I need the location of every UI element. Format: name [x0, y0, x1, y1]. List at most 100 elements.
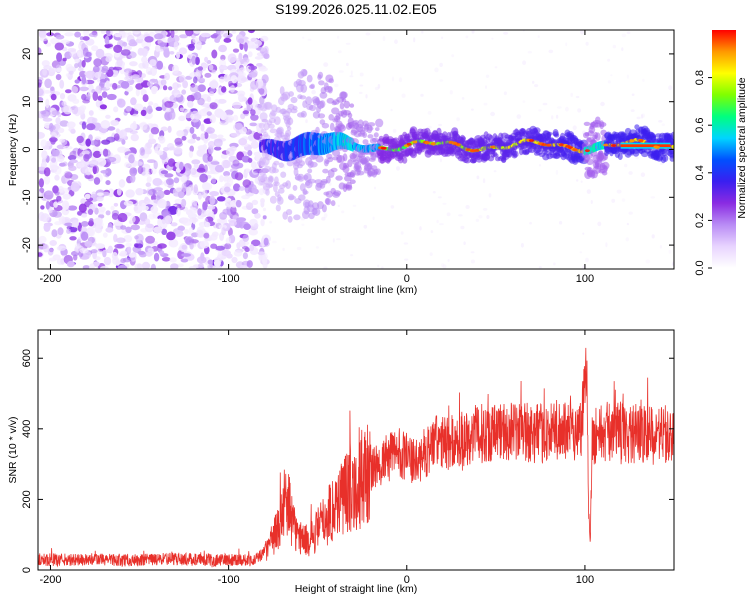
heatmap-cell-2092 [349, 103, 355, 108]
heatmap-cell-1381 [155, 44, 161, 52]
heatmap-cell-1606 [611, 198, 616, 203]
heatmap-cell-1041 [105, 227, 114, 233]
heatmap-cell-1641 [538, 164, 542, 167]
heatmap-cell-1128 [69, 49, 77, 58]
heatmap-cell-1366 [214, 146, 222, 151]
heatmap-cell-1384 [193, 91, 202, 101]
heatmap-cell-1332 [260, 35, 269, 42]
heatmap-cell-1986 [322, 168, 329, 174]
heatmap-cell-1691 [475, 218, 480, 222]
heatmap-cell-1902 [302, 69, 308, 77]
heatmap-cell-901 [105, 168, 112, 177]
heatmap-cell-1252 [166, 178, 174, 186]
heatmap-cell-897 [96, 219, 102, 230]
heatmap-cell-1484 [76, 135, 84, 144]
heatmap-cell-1422 [181, 175, 188, 183]
heatmap-cell-1608 [460, 225, 465, 230]
heatmap-cell-1997 [325, 175, 331, 184]
heatmap-cell-1343 [144, 147, 153, 155]
heatmap-cell-1411 [38, 240, 43, 246]
heatmap-cell-1717 [577, 108, 582, 113]
heatmap-cell-1561 [321, 216, 326, 221]
heatmap-cell-442 [97, 203, 103, 207]
heatmap-cell-1706 [522, 60, 527, 65]
heatmap-cell-1103 [79, 152, 85, 161]
heatmap-cell-151 [240, 113, 246, 120]
heatmap-cell-1207 [101, 191, 110, 197]
heatmap-cell-1937 [309, 161, 318, 168]
heatmap-cell-1977 [319, 91, 328, 99]
heatmap-cell-1393 [160, 30, 167, 39]
heatmap-cell-2029 [332, 149, 341, 157]
heatmap-cell-1047 [104, 35, 110, 45]
heatmap-cell-3418 [469, 149, 475, 153]
heatmap-cell-1491 [84, 240, 93, 248]
heatmap-cell-1152 [213, 259, 221, 267]
heatmap-cell-1806 [278, 162, 284, 168]
heatmap-cell-1193 [127, 246, 132, 253]
heatmap-cell-405 [105, 114, 111, 119]
heatmap-cell-1598 [493, 170, 497, 173]
heatmap-cell-532 [81, 121, 87, 130]
heatmap-cell-918 [38, 79, 43, 86]
heatmap-cell-1610 [404, 258, 409, 261]
heatmap-cell-1383 [99, 78, 107, 83]
heatmap-cell-924 [100, 120, 111, 129]
heatmap-cell-228 [67, 205, 78, 211]
heatmap-cell-919 [138, 79, 144, 83]
xtick-label: 100 [576, 574, 594, 586]
heatmap-cell-2021 [330, 167, 338, 173]
heatmap-cell-1904 [303, 190, 309, 195]
heatmap-cell-498 [164, 72, 171, 81]
heatmap-cell-694 [219, 175, 224, 183]
heatmap-cell-2034 [333, 190, 342, 197]
heatmap-cell-1650 [440, 263, 445, 268]
heatmap-cell-1234 [229, 84, 236, 93]
heatmap-cell-943 [79, 86, 88, 92]
heatmap-cell-1424 [49, 164, 58, 170]
heatmap-cell-1167 [167, 158, 176, 167]
heatmap-cell-64 [254, 56, 263, 60]
heatmap-cell-800 [79, 145, 89, 151]
heatmap-cell-1494 [102, 148, 109, 157]
heatmap-cell-3405 [670, 131, 674, 141]
heatmap-cell-1298 [157, 243, 167, 249]
heatmap-cell-1645 [463, 241, 466, 245]
heatmap-cell-1732 [259, 112, 268, 121]
heatmap-cell-1634 [392, 128, 397, 133]
heatmap-cell-3098 [595, 116, 601, 124]
heatmap-cell-1453 [193, 76, 198, 84]
heatmap-cell-1607 [451, 54, 455, 58]
heatmap-cell-788 [198, 263, 204, 269]
heatmap-cell-847 [45, 42, 52, 47]
heatmap-cell-61 [223, 37, 232, 43]
heatmap-cell-2188 [371, 137, 379, 143]
heatmap-cell-1352 [104, 44, 112, 49]
heatmap-cell-1013 [79, 105, 87, 111]
heatmap-cell-840 [116, 57, 123, 67]
heatmap-cell-1196 [207, 154, 213, 162]
heatmap-cell-1628 [575, 95, 580, 99]
heatmap-cell-504 [74, 79, 80, 84]
heatmap-cell-277 [151, 193, 157, 201]
heatmap-cell-1096 [106, 156, 117, 163]
heatmap-cell-1447 [42, 146, 50, 150]
heatmap-cell-1218 [185, 30, 194, 37]
heatmap-cell-1537 [307, 38, 312, 41]
heatmap-cell-1861 [292, 105, 298, 111]
heatmap-cell-1374 [262, 256, 268, 265]
heatmap-cell-3065 [586, 158, 594, 165]
heatmap-cell-1495 [197, 66, 204, 71]
heatmap-cell-1437 [42, 117, 53, 122]
heatmap-cell-1173 [82, 36, 90, 41]
heatmap-cell-1714 [542, 102, 548, 106]
heatmap-cell-1517 [461, 97, 465, 100]
heatmap-cell-1078 [225, 147, 235, 157]
heatmap-cell-1921 [307, 168, 313, 174]
heatmap-cell-768 [89, 140, 98, 146]
heatmap-cell-255 [38, 131, 45, 139]
heatmap-cell-1710 [311, 89, 316, 95]
colorbar-tick-label: 0.8 [694, 70, 706, 85]
heatmap-cell-937 [120, 81, 130, 89]
